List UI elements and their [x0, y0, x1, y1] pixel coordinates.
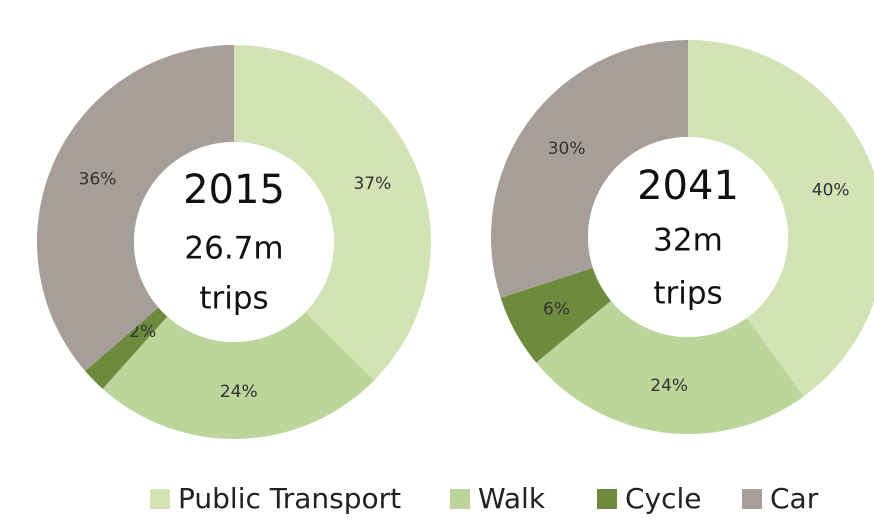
legend-swatch — [597, 489, 617, 509]
donut-hole — [134, 142, 334, 342]
data-label: 6% — [543, 299, 570, 319]
data-label: 37% — [353, 174, 391, 194]
legend-label: Walk — [478, 482, 546, 515]
legend-label: Cycle — [625, 482, 702, 515]
center-text: 2041 — [637, 163, 739, 209]
data-label: 36% — [79, 170, 117, 190]
donut-segment — [36, 44, 234, 372]
center-text: 2015 — [183, 167, 285, 213]
legend-label: Car — [770, 482, 819, 515]
legend-swatch — [150, 489, 170, 509]
donut-segment — [85, 307, 168, 389]
legend-swatch — [450, 489, 470, 509]
center-text: trips — [653, 276, 722, 312]
donut-segment — [688, 40, 874, 397]
legend-swatch — [742, 489, 762, 509]
donut-segment — [102, 312, 375, 439]
data-label: 40% — [812, 181, 850, 201]
donut-segment — [234, 45, 431, 381]
center-text: 32m — [653, 223, 723, 259]
data-label: 30% — [548, 139, 586, 159]
data-label: 24% — [220, 382, 258, 402]
donut-hole — [588, 137, 788, 337]
donut-segment — [500, 267, 611, 363]
center-text: trips — [199, 281, 268, 317]
donut-segment — [490, 40, 688, 298]
data-label: 24% — [650, 376, 688, 396]
legend-label: Public Transport — [178, 482, 401, 515]
center-text: 26.7m — [184, 231, 283, 267]
donut-segment — [536, 300, 804, 435]
